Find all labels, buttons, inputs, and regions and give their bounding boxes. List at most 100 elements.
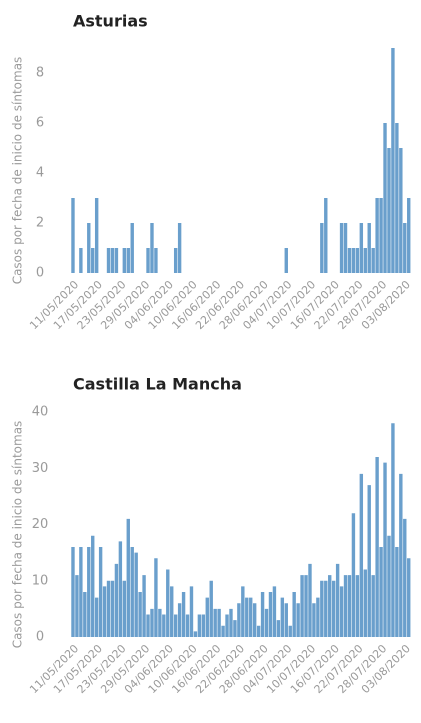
bar <box>320 580 324 637</box>
bar <box>154 248 158 273</box>
bar <box>138 592 142 637</box>
bar <box>229 608 233 637</box>
bar <box>197 614 202 637</box>
chart-title: Castilla La Mancha <box>73 375 242 394</box>
bar <box>150 223 154 273</box>
bar <box>83 592 87 637</box>
bar <box>391 48 395 273</box>
bar <box>249 597 253 637</box>
y-axis-label: Casos por fecha de inicio de síntomas <box>11 57 25 285</box>
bar <box>75 575 79 637</box>
bar <box>328 575 332 637</box>
bar <box>324 198 328 273</box>
bar <box>177 603 182 637</box>
bar <box>94 597 99 637</box>
bar <box>79 547 83 637</box>
y-tick-label: 0 <box>36 266 44 281</box>
bar <box>181 592 186 637</box>
bar <box>343 223 348 273</box>
bar <box>375 457 379 637</box>
bar <box>363 248 367 273</box>
bar <box>399 148 403 273</box>
bar <box>399 473 403 637</box>
bar <box>94 198 99 273</box>
bar <box>225 614 229 637</box>
bar <box>189 586 194 637</box>
bar <box>359 473 364 637</box>
bar <box>284 603 288 637</box>
bar <box>233 620 237 637</box>
y-axis-label: Casos por fecha de inicio de síntomas <box>11 421 25 649</box>
y-tick-label: 40 <box>32 405 49 420</box>
bar <box>71 547 75 637</box>
bar <box>391 423 395 637</box>
bar <box>379 547 383 637</box>
bar <box>122 248 127 273</box>
bar <box>71 198 75 273</box>
bar <box>142 575 146 637</box>
y-tick-label: 8 <box>36 66 44 81</box>
bar <box>173 248 178 273</box>
bar <box>209 580 213 637</box>
bar <box>308 563 312 637</box>
bar <box>407 558 411 637</box>
bar <box>87 547 91 637</box>
bar <box>213 608 217 637</box>
bar <box>355 248 360 273</box>
bar <box>102 586 107 637</box>
bar <box>130 223 134 273</box>
bar <box>280 597 285 637</box>
bar <box>110 248 115 273</box>
bar <box>296 603 300 637</box>
bar <box>130 547 134 637</box>
bar <box>359 223 364 273</box>
bar <box>387 148 391 273</box>
bar <box>146 248 150 273</box>
y-tick-label: 2 <box>36 216 44 231</box>
bar <box>245 597 249 637</box>
bar <box>316 597 320 637</box>
bar <box>343 575 348 637</box>
bar <box>87 223 91 273</box>
bar <box>256 625 261 637</box>
bar <box>114 563 119 637</box>
bar <box>106 248 111 273</box>
bar <box>355 575 360 637</box>
bar <box>339 223 344 273</box>
bar <box>347 248 352 273</box>
bar <box>185 614 190 637</box>
bar <box>375 198 379 273</box>
bar <box>126 518 130 637</box>
bar <box>407 198 411 273</box>
y-tick-label: 0 <box>36 630 44 645</box>
bar <box>79 248 83 273</box>
bar <box>320 223 324 273</box>
bar <box>272 586 277 637</box>
bar <box>91 535 95 637</box>
y-tick-label: 10 <box>32 573 49 588</box>
bar <box>98 547 103 637</box>
bar <box>324 580 328 637</box>
bar <box>114 248 119 273</box>
bar <box>264 608 269 637</box>
bar <box>217 608 221 637</box>
bar <box>304 575 308 637</box>
bar <box>146 614 150 637</box>
bar <box>371 248 375 273</box>
bar <box>347 575 352 637</box>
bar <box>237 603 241 637</box>
bar <box>241 586 245 637</box>
bar <box>118 541 123 637</box>
y-tick-label: 20 <box>32 517 49 532</box>
bar <box>276 620 281 637</box>
bar <box>134 552 138 637</box>
bar <box>150 608 154 637</box>
bar <box>339 586 344 637</box>
bar <box>284 248 288 273</box>
bar <box>395 547 399 637</box>
bar <box>158 608 162 637</box>
bar <box>367 485 371 637</box>
y-tick-label: 6 <box>36 116 44 131</box>
bar <box>383 123 387 273</box>
